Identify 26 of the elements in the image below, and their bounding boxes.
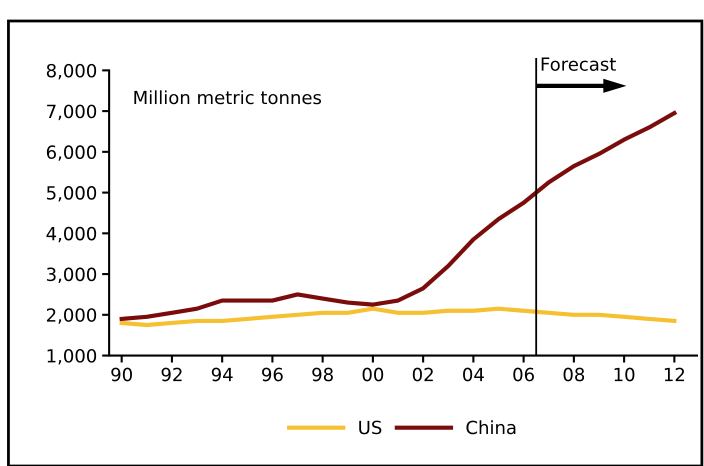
y-tick-label: 7,000 <box>47 104 96 120</box>
y-tick-label: 3,000 <box>47 268 96 284</box>
x-tick-label: 98 <box>312 368 333 382</box>
y-tick-label: 8,000 <box>46 64 96 80</box>
x-tick-label: 02 <box>412 368 433 382</box>
x-tick-label: 92 <box>162 368 182 382</box>
ref-line-label: Forecast <box>542 58 616 71</box>
y-tick-label: 4,000 <box>46 226 96 242</box>
annotation: Million metric tonnes <box>134 90 322 104</box>
y-tick-label: 5,000 <box>47 186 96 202</box>
x-tick-label: 94 <box>212 368 233 382</box>
y-tick-label: 6,000 <box>46 145 96 161</box>
y-tick-label: 1,000 <box>48 349 96 365</box>
x-tick-label: 04 <box>463 368 484 382</box>
x-tick-label: 90 <box>111 368 132 382</box>
line-series <box>120 111 676 321</box>
x-tick-label: 00 <box>362 368 384 382</box>
x-tick-label: 08 <box>564 368 584 382</box>
x-tick-label: 96 <box>262 368 283 382</box>
y-tick-label: 2,000 <box>46 308 96 324</box>
line-series <box>120 306 676 328</box>
x-tick-label: 12 <box>664 368 684 382</box>
x-tick-label: 06 <box>513 368 534 382</box>
legend-label: China <box>466 420 516 434</box>
legend-label: US <box>359 420 382 434</box>
x-tick-label: 10 <box>614 368 634 382</box>
